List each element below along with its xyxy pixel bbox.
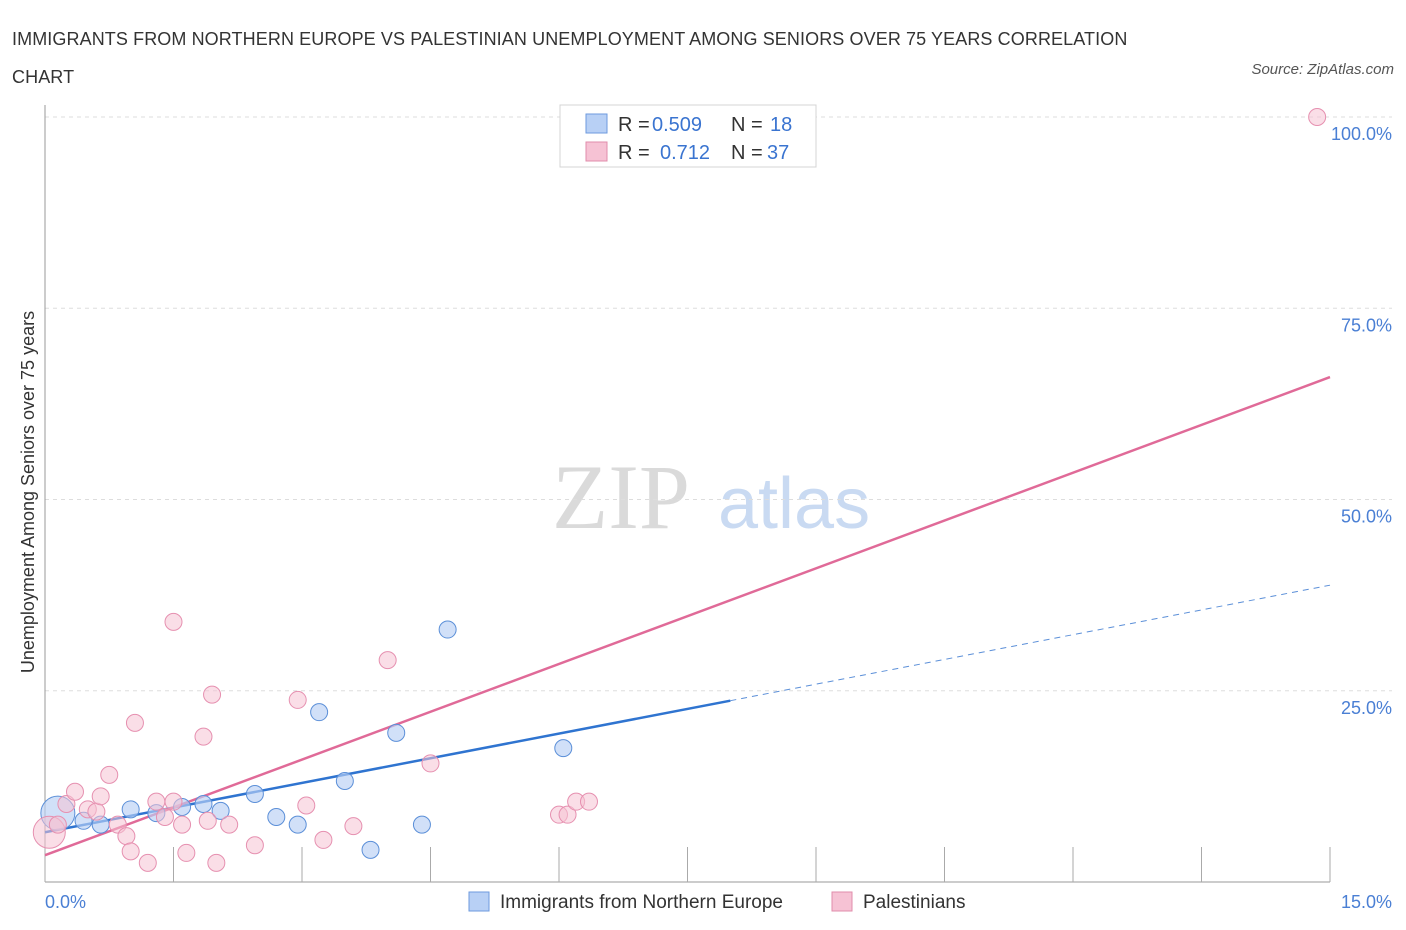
immigrants-point-6 — [194, 794, 213, 813]
legend-r-label-2: R = — [618, 142, 650, 164]
palestinians-point-3 — [65, 782, 84, 801]
palestinians-point-6 — [91, 787, 110, 806]
palestinians-point-18 — [177, 843, 196, 862]
y-tick-labels: 25.0% 50.0% 75.0% 100.0% — [1331, 124, 1392, 718]
immigrants-point-7 — [211, 801, 230, 820]
immigrants-point-16 — [438, 620, 457, 639]
watermark-zip: ZIP — [552, 446, 690, 548]
palestinians-point-15 — [164, 792, 183, 811]
series-legend-swatch-blue — [468, 891, 490, 912]
palestinians-point-28 — [344, 817, 363, 836]
x-tick-label-min: 0.0% — [45, 892, 86, 912]
immigrants-point-8 — [245, 785, 264, 804]
immigrants-point-17 — [554, 739, 573, 758]
legend-r-value-2: 0.712 — [660, 142, 710, 164]
series-legend-label-blue: Immigrants from Northern Europe — [500, 892, 783, 913]
palestinians-point-22 — [207, 853, 226, 872]
palestinians-point-21 — [203, 685, 222, 704]
correlation-legend: R = 0.509 N = 18 R = 0.712 N = 37 — [559, 104, 817, 168]
series-legend: Immigrants from Northern Europe Palestin… — [468, 891, 965, 913]
palestinians-point-11 — [125, 713, 144, 732]
palestinians-point-32 — [558, 805, 577, 824]
immigrants-point-11 — [310, 703, 329, 722]
legend-swatch-pink — [585, 141, 608, 162]
series-legend-label-pink: Palestinians — [863, 892, 965, 913]
palestinians-point-34 — [579, 792, 598, 811]
palestinians-point-9 — [117, 827, 136, 846]
palestinians-point-30 — [421, 754, 440, 773]
y-tick-label-25: 25.0% — [1341, 698, 1392, 718]
immigrants-point-14 — [387, 723, 406, 742]
immigrants-point-15 — [412, 815, 431, 834]
watermark-atlas: atlas — [718, 464, 870, 544]
palestinians-point-19 — [194, 727, 213, 746]
chart-title: IMMIGRANTS FROM NORTHERN EUROPE VS PALES… — [12, 29, 1128, 87]
y-axis-label: Unemployment Among Seniors over 75 years — [18, 311, 38, 673]
palestinians-point-29 — [378, 651, 397, 670]
palestinians-point-5 — [87, 802, 106, 821]
palestinians-point-2 — [57, 794, 76, 813]
palestinians-point-35 — [1308, 108, 1327, 126]
palestinians-point-17 — [173, 815, 192, 834]
palestinians-point-10 — [121, 842, 140, 861]
legend-r-value-1: 0.509 — [652, 114, 702, 136]
axes — [44, 105, 1331, 883]
palestinians-point-14 — [155, 807, 174, 826]
trend-line-palestinians — [44, 375, 1331, 857]
series-palestinians-points — [32, 108, 1327, 872]
palestinians-point-16 — [164, 612, 183, 631]
legend-n-label-1: N = — [731, 114, 763, 136]
x-tick-label-max: 15.0% — [1341, 892, 1392, 912]
series-legend-swatch-pink — [831, 891, 853, 912]
trend-line-immigrants-extension — [730, 584, 1331, 702]
palestinians-point-26 — [297, 796, 316, 815]
immigrants-point-13 — [361, 840, 380, 859]
palestinians-point-7 — [100, 765, 119, 784]
legend-n-value-1: 18 — [770, 114, 792, 136]
palestinians-point-23 — [220, 815, 239, 834]
y-tick-label-100: 100.0% — [1331, 124, 1392, 144]
immigrants-point-10 — [288, 815, 307, 834]
palestinians-point-27 — [314, 830, 333, 849]
palestinians-point-25 — [288, 690, 307, 709]
legend-swatch-blue — [585, 113, 608, 134]
palestinians-point-1 — [48, 815, 67, 834]
palestinians-point-12 — [138, 853, 157, 872]
immigrants-point-3 — [121, 800, 140, 819]
immigrants-point-12 — [335, 772, 354, 791]
palestinians-point-20 — [198, 811, 217, 830]
y-tick-label-75: 75.0% — [1341, 315, 1392, 335]
x-tick-labels: 0.0% 15.0% — [45, 892, 1392, 912]
legend-r-label-1: R = — [618, 114, 650, 136]
source-label: Source: ZipAtlas.com — [1251, 61, 1394, 78]
legend-n-value-2: 37 — [767, 142, 789, 164]
y-tick-label-50: 50.0% — [1341, 507, 1392, 527]
legend-n-label-2: N = — [731, 142, 763, 164]
palestinians-point-24 — [245, 836, 264, 855]
immigrants-point-9 — [267, 807, 286, 826]
palestinians-point-13 — [147, 792, 166, 811]
